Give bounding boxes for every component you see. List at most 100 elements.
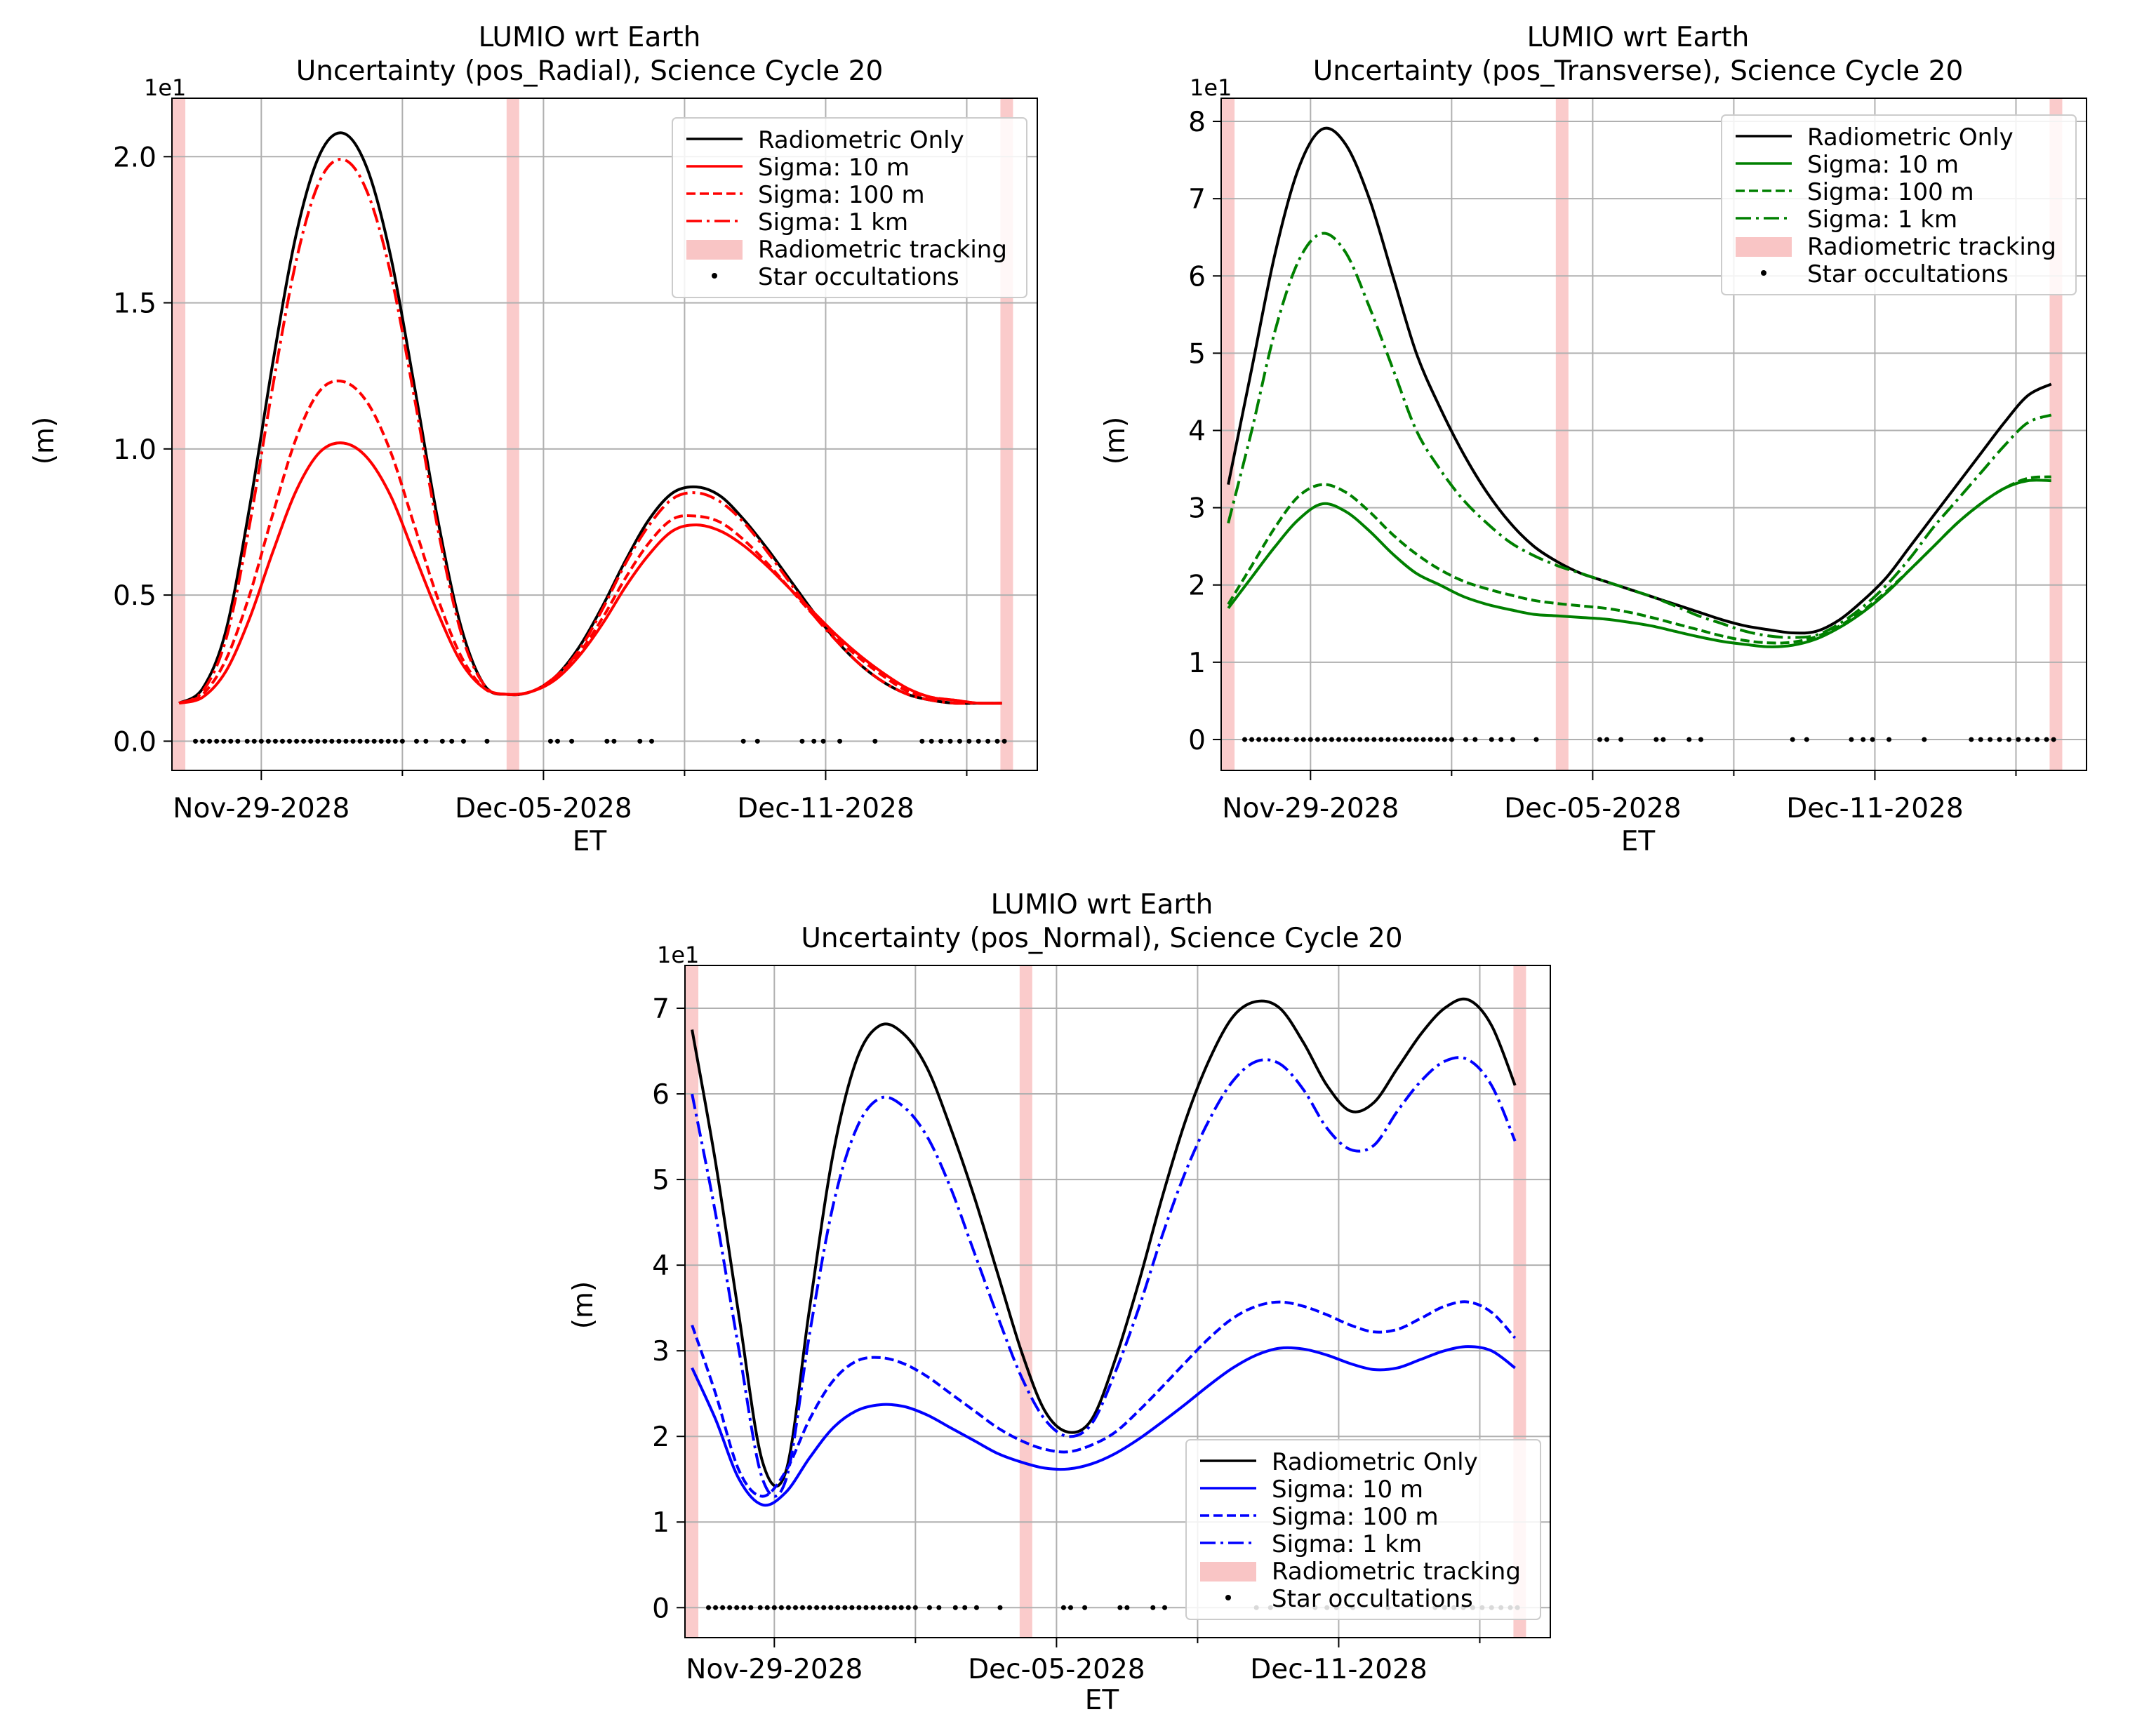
star-occultation-point [1472,737,1478,742]
star-occultation-point [1322,737,1327,742]
star-occultation-point [460,738,466,744]
star-occultation-point [449,738,455,744]
star-occultation-point [814,1605,820,1610]
legend-label: Radiometric Only [758,126,964,154]
chart-radial: LUMIO wrt Earth Uncertainty (pos_Radial)… [29,22,1038,857]
y-tick-label: 2.0 [113,142,157,173]
star-occultation-point [792,1605,798,1610]
star-occultation-point [235,738,241,744]
y-tick-label: 0.0 [113,726,157,758]
y-tick-label: 3 [1188,493,1206,525]
star-occultation-point [207,738,213,744]
legend-label: Sigma: 10 m [1807,151,1959,179]
y-tick-label: 7 [1188,184,1206,215]
star-occultation-point [301,738,307,744]
star-occultation-point [1357,737,1363,742]
star-occultation-point [604,738,610,744]
legend-label: Sigma: 1 km [758,208,908,236]
star-occultation-point [929,738,934,744]
star-occultation-point [1413,737,1419,742]
star-occultation-point [1533,737,1539,742]
star-occultation-point [611,738,617,744]
x-tick-label: Dec-11-2028 [1786,793,1964,824]
star-occultation-point [265,738,271,744]
legend-marker-star-occultations [712,273,717,279]
star-occultation-point [1870,737,1875,742]
legend-label: Radiometric Only [1272,1448,1478,1476]
star-occultation-point [1082,1605,1088,1610]
star-occultation-point [364,738,370,744]
x-tick-label: Nov-29-2028 [1222,793,1399,824]
y-tick-label: 0 [1188,725,1206,756]
star-occultation-point [966,738,972,744]
star-occultation-point [713,1605,719,1610]
x-axis-label: ET [573,826,607,857]
star-occultation-point [842,1605,848,1610]
star-occultation-point [1420,737,1426,742]
radiometric-tracking-span [1555,99,1569,770]
star-occultation-point [1378,737,1384,742]
y-tick-label: 5 [1188,338,1206,370]
star-occultation-point [1804,737,1809,742]
star-occultation-point [258,738,264,744]
star-occultation-point [1978,737,1983,742]
star-occultation-point [1604,737,1609,742]
y-tick-label: 4 [1188,415,1206,447]
star-occultation-point [2044,737,2049,742]
star-occultation-point [649,738,655,744]
star-occultation-point [2016,737,2021,742]
star-occultation-point [1067,1605,1073,1610]
star-occultation-point [1270,737,1276,742]
legend-label: Sigma: 1 km [1807,206,1957,234]
star-occultation-point [919,738,925,744]
star-occultation-point [294,738,300,744]
y-tick-label: 1 [652,1507,670,1539]
legend: Radiometric Only Sigma: 10 m Sigma: 100 … [1721,114,2077,295]
star-occultation-point [1315,737,1320,742]
star-occultation-point [2035,737,2040,742]
star-occultation-point [385,738,391,744]
y-tick-label: 7 [652,994,670,1025]
star-occultation-point [1435,737,1440,742]
star-occultation-point [1300,737,1306,742]
star-occultation-point [1406,737,1412,742]
chart-normal: LUMIO wrt Earth Uncertainty (pos_Normal)… [568,889,1551,1712]
star-occultation-point [912,1605,918,1610]
star-occultation-point [952,1605,958,1610]
star-occultation-point [1329,737,1334,742]
y-axis-label: (m) [1100,417,1131,464]
plot-frame [171,98,1038,771]
star-occultation-point [976,738,981,744]
star-occultation-point [905,1605,911,1610]
y-tick-label: 5 [652,1165,670,1196]
x-tick-label: Dec-11-2028 [737,793,914,824]
star-occultation-point [1969,737,1974,742]
radiometric-tracking-span [506,99,519,770]
star-occultation-point [1886,737,1892,742]
x-tick-label: Dec-05-2028 [968,1654,1145,1685]
legend-label: Radiometric Only [1807,123,2014,152]
star-occultation-point [1997,737,2002,742]
star-occultation-point [637,738,643,744]
x-tick-label: Dec-11-2028 [1250,1654,1428,1685]
star-occultation-point [957,738,962,744]
star-occultation-point [973,1605,979,1610]
star-occultation-point [1117,1605,1123,1610]
y-tick-label: 8 [1188,107,1206,138]
chart-title: LUMIO wrt Earth [479,22,701,53]
y-offset-label: 1e1 [1190,74,1232,101]
legend-label: Star occultations [1807,260,2009,288]
star-occultation-point [1162,1605,1168,1610]
legend: Radiometric Only Sigma: 10 m Sigma: 100 … [672,117,1027,298]
legend-label: Star occultations [758,263,959,291]
y-tick-label: 4 [652,1250,670,1282]
legend-label: Sigma: 100 m [758,181,925,209]
star-occultation-point [1442,737,1447,742]
star-occultation-point [1849,737,1854,742]
star-occultation-point [378,738,384,744]
star-occultation-point [1661,737,1666,742]
x-axis-label: ET [1621,826,1656,857]
star-occultation-point [938,738,944,744]
star-occultation-point [1293,737,1299,742]
